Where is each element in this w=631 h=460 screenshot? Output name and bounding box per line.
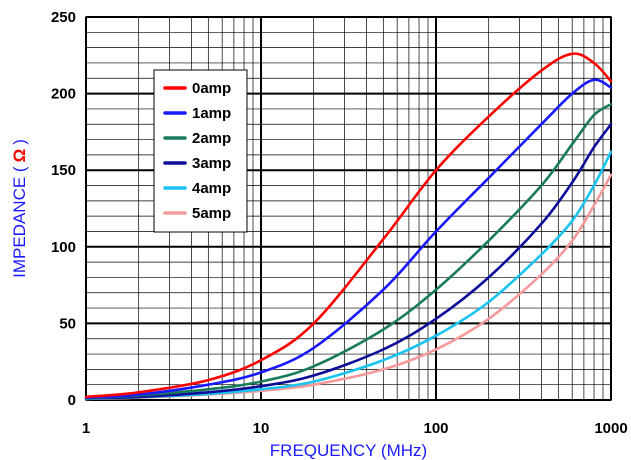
y-axis-label: IMPEDANCE ( Ω) (10, 139, 29, 278)
legend-label-2amp: 2amp (192, 130, 231, 147)
legend-label-1amp: 1amp (192, 105, 231, 122)
y-axis-label-close: ) (10, 139, 29, 145)
legend: 0amp 1amp 2amp 3amp 4amp 5amp (153, 69, 248, 233)
series-line-3amp (84, 122, 613, 400)
series-line-0amp (84, 52, 613, 399)
legend-label-3amp: 3amp (192, 155, 231, 172)
legend-label-4amp: 4amp (192, 180, 231, 197)
y-tick-label: 50 (59, 315, 76, 332)
x-tick-label: 10 (253, 420, 270, 437)
series-line-4amp (84, 150, 613, 401)
x-tick-label: 100 (423, 420, 448, 437)
y-tick-label: 200 (51, 86, 76, 103)
tick-labels: 1 10 100 1000 0 50 100 150 200 250 (51, 9, 628, 437)
y-axis-label-text: IMPEDANCE ( (10, 166, 29, 278)
series-group (84, 52, 613, 401)
y-tick-label: 250 (51, 9, 76, 26)
x-tick-label: 1000 (594, 420, 627, 437)
y-tick-label: 150 (51, 162, 76, 179)
svg-text:IMPEDANCE (Ω): IMPEDANCE ( Ω) (10, 139, 29, 278)
x-axis-label: FREQUENCY (MHz) (270, 441, 427, 460)
legend-label-5amp: 5amp (192, 205, 231, 222)
legend-box (153, 69, 248, 233)
series-line-1amp (84, 78, 613, 399)
y-tick-label: 0 (68, 392, 76, 409)
series-line-2amp (84, 103, 613, 400)
y-tick-label: 100 (51, 239, 76, 256)
legend-label-0amp: 0amp (192, 80, 231, 97)
x-tick-label: 1 (82, 420, 90, 437)
plot-area-frame (85, 16, 612, 401)
y-axis-unit-omega: Ω (10, 149, 29, 163)
